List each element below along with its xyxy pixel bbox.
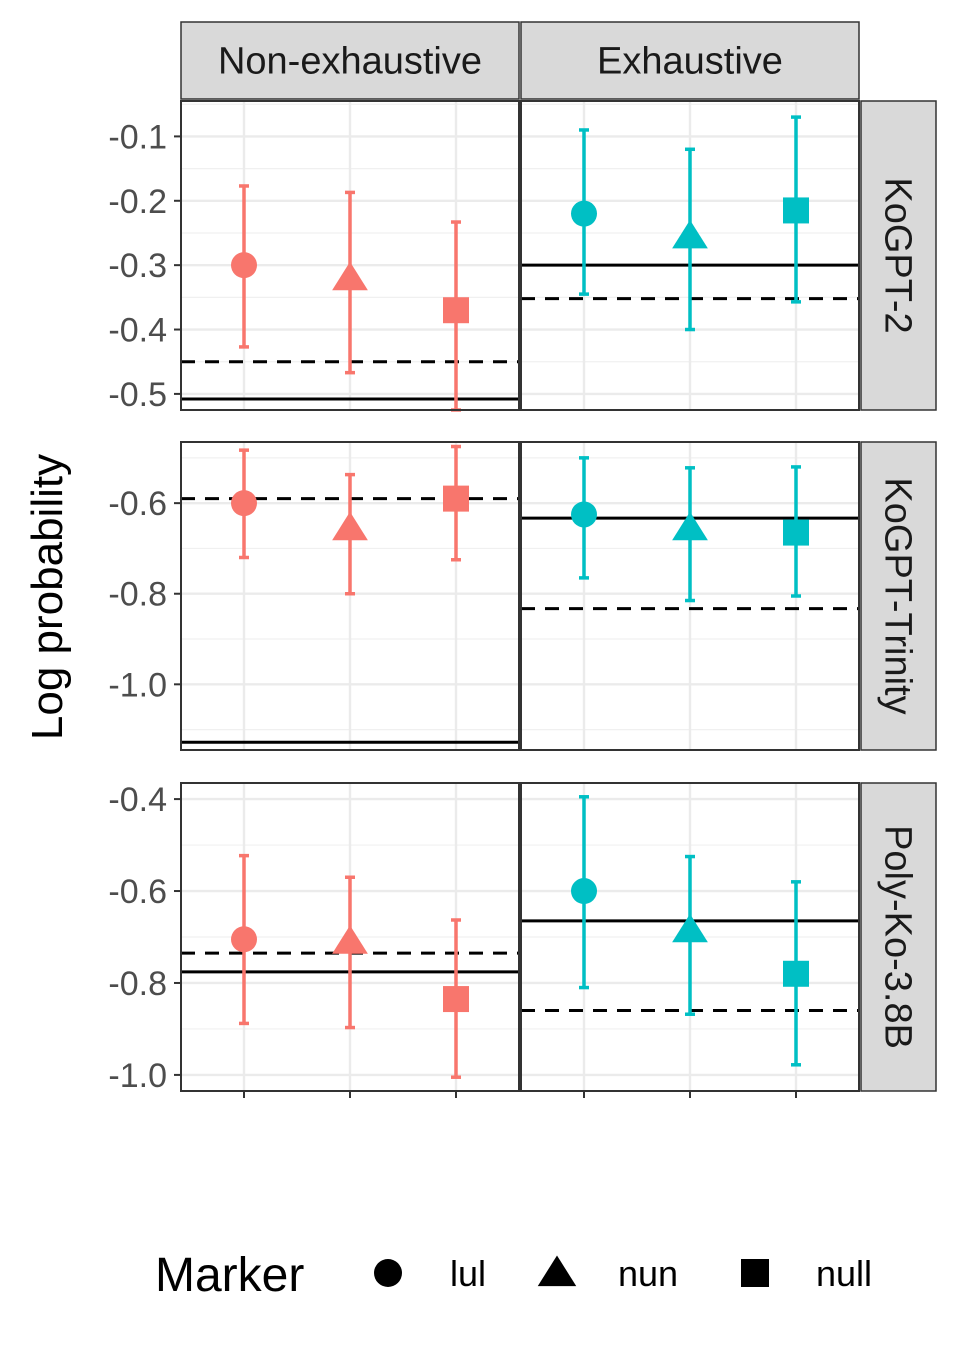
y-tick-label: -0.4 (108, 781, 167, 819)
facet-panel (180, 782, 520, 1092)
legend-label-null: null (816, 1253, 872, 1294)
data-point-nun (672, 219, 708, 249)
facet-panel (520, 100, 860, 411)
facet-panel (520, 782, 860, 1092)
panel-border (520, 441, 860, 751)
facet-panel (180, 100, 520, 412)
panel-border (180, 441, 520, 751)
row-strip (860, 782, 937, 1092)
column-strip (520, 21, 860, 100)
legend-key-lul (374, 1259, 402, 1287)
data-point-lul (231, 490, 257, 517)
data-point-nun (672, 913, 708, 943)
facet-panel (180, 441, 520, 751)
row-strip-label: KoGPT-2 (877, 177, 919, 333)
data-point-lul (571, 878, 597, 905)
y-axis-label: Log probability (23, 454, 72, 740)
row-strip (860, 441, 937, 751)
legend-key-nun (537, 1255, 577, 1287)
data-point-null (783, 197, 809, 224)
legend-title: Marker (155, 1249, 304, 1302)
row-strip-label: Poly-Ko-3.8B (877, 825, 919, 1049)
y-tick-label: -1.0 (108, 666, 167, 704)
row-strip (860, 100, 937, 411)
y-tick-label: -0.8 (108, 576, 167, 614)
y-tick-label: -0.6 (108, 873, 167, 911)
y-tick-label: -0.2 (108, 183, 167, 221)
legend-label-lul: lul (450, 1253, 486, 1294)
column-strip-label: Non-exhaustive (218, 41, 482, 83)
legend-key-null (741, 1259, 769, 1287)
y-tick-label: -0.6 (108, 485, 167, 523)
data-point-lul (571, 200, 597, 227)
panel-border (520, 100, 860, 411)
panel-grid: Non-exhaustive Exhaustive KoGPT-2 -0.1 -0.2 -… (108, 21, 937, 1098)
y-tick-label: -0.4 (108, 312, 167, 350)
facet-panel (520, 441, 860, 751)
data-point-null (783, 960, 809, 987)
y-tick-label: -1.0 (108, 1057, 167, 1095)
y-tick-label: -0.3 (108, 247, 167, 285)
y-tick-label: -0.8 (108, 965, 167, 1003)
column-strip (180, 21, 520, 100)
panel-border (180, 100, 520, 411)
y-tick-label: -0.1 (108, 118, 167, 156)
data-point-lul (231, 252, 257, 279)
legend-label-nun: nun (618, 1253, 678, 1294)
column-strip-label: Exhaustive (597, 41, 783, 83)
row-strip-label: KoGPT-Trinity (877, 477, 919, 714)
data-point-nun (332, 925, 368, 954)
data-point-null (443, 485, 469, 512)
data-point-lul (571, 501, 597, 528)
data-point-nun (332, 511, 368, 541)
y-tick-label: -0.5 (108, 376, 167, 414)
legend: Marker lul nun null (155, 1249, 872, 1302)
data-point-null (443, 986, 469, 1013)
data-point-null (783, 519, 809, 546)
data-point-nun (672, 511, 708, 541)
data-point-nun (332, 261, 368, 291)
data-point-lul (231, 926, 257, 953)
data-point-null (443, 297, 469, 324)
legend-items: lul nun null (374, 1253, 872, 1294)
